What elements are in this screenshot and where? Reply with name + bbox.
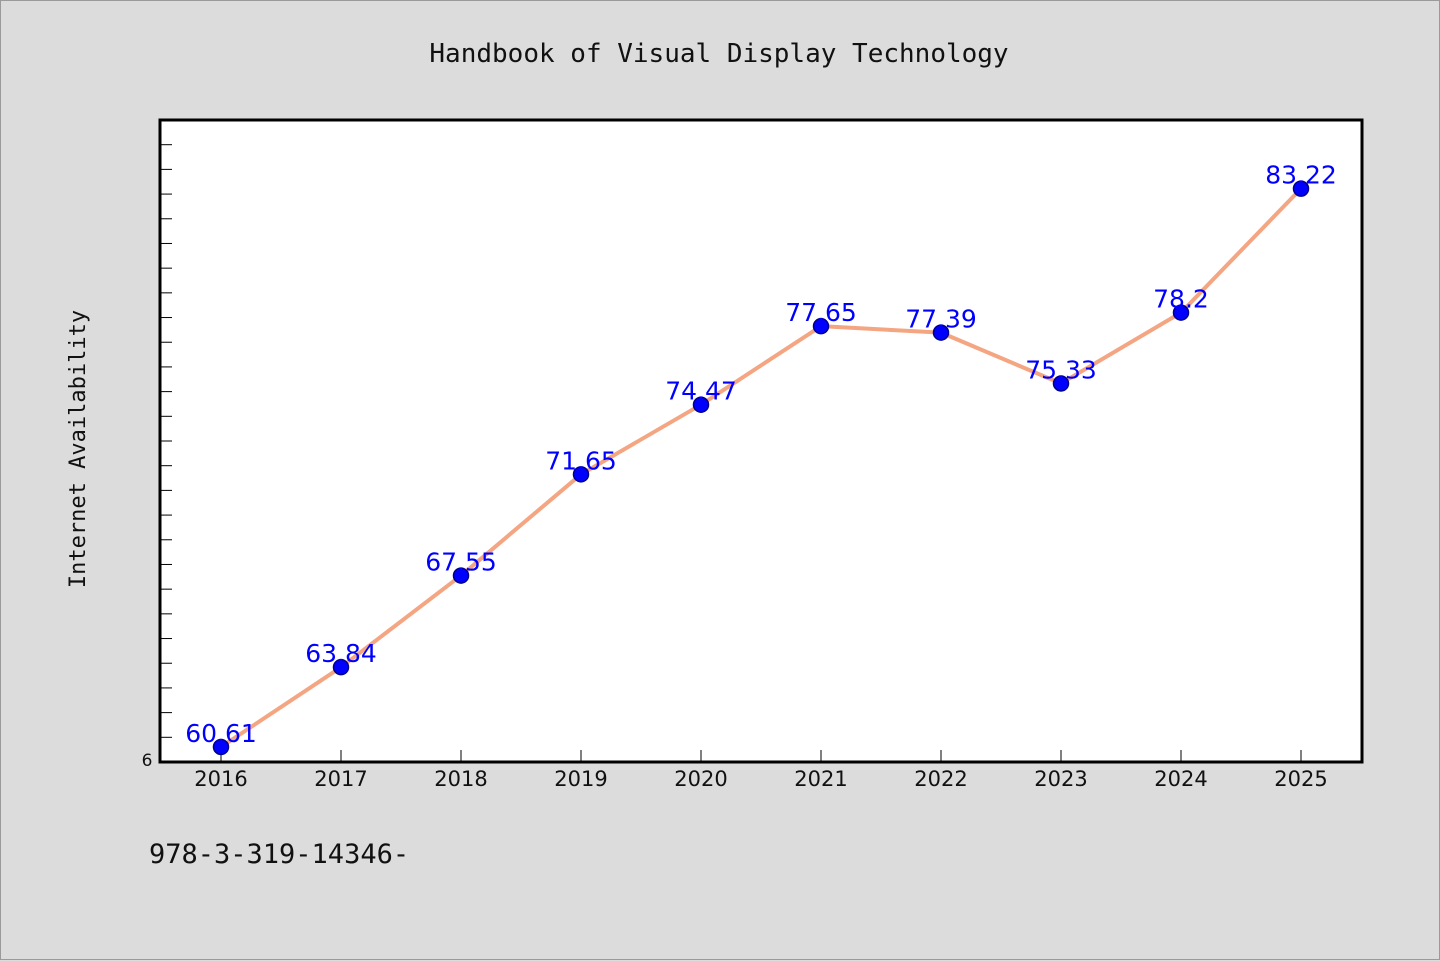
- data-label: 71.65: [545, 446, 617, 475]
- data-label: 74.47: [665, 377, 737, 406]
- data-label: 77.39: [905, 305, 977, 334]
- data-label: 63.84: [305, 639, 377, 668]
- x-tick-label: 2022: [914, 767, 967, 791]
- footnote: 978-3-319-14346-: [149, 839, 409, 870]
- series-line-group: [219, 186, 1303, 749]
- data-point: [932, 324, 950, 341]
- data-markers: [212, 180, 1310, 756]
- x-tick-label: 2024: [1154, 767, 1207, 791]
- x-tick-label: 2025: [1274, 767, 1327, 791]
- chart-title: Handbook of Visual Display Technology: [429, 39, 1008, 69]
- data-point: [1292, 180, 1310, 197]
- data-point: [452, 567, 470, 584]
- x-tick-label: 2023: [1034, 767, 1087, 791]
- data-labels: 60.61 63.84 67.55 71.65 74.47 77.65 77.39 75.33…: [185, 161, 1337, 748]
- data-label: 75.33: [1025, 355, 1097, 384]
- data-label: 60.61: [185, 719, 257, 748]
- data-point: [572, 466, 590, 483]
- data-point: [1172, 304, 1190, 321]
- data-point: [812, 317, 830, 335]
- data-point: [332, 658, 350, 676]
- x-tick-label: 2018: [434, 767, 487, 791]
- data-label: 77.65: [785, 298, 857, 327]
- y-tick-label: 6: [142, 751, 153, 771]
- plot-area: [158, 118, 1364, 764]
- data-point: [212, 738, 230, 756]
- data-point: [1052, 375, 1070, 392]
- x-tick-label: 2019: [554, 767, 607, 791]
- x-tick-label: 2016: [194, 767, 247, 791]
- data-point: [692, 396, 710, 413]
- x-tick-label: 2017: [314, 767, 367, 791]
- series-line: [219, 186, 1303, 749]
- x-tick-label: 2021: [794, 767, 847, 791]
- data-label: 67.55: [425, 548, 497, 577]
- x-axis-ticks: 2016 2017 2018 2019 2020 2021 2022 2023 2024 2025: [194, 750, 1328, 791]
- y-axis-ticks: [160, 119, 172, 738]
- y-axis-label: Internet Availability: [66, 310, 91, 588]
- data-label: 78.2: [1153, 285, 1209, 314]
- x-tick-label: 2020: [674, 767, 727, 791]
- data-label: 83.22: [1265, 161, 1337, 190]
